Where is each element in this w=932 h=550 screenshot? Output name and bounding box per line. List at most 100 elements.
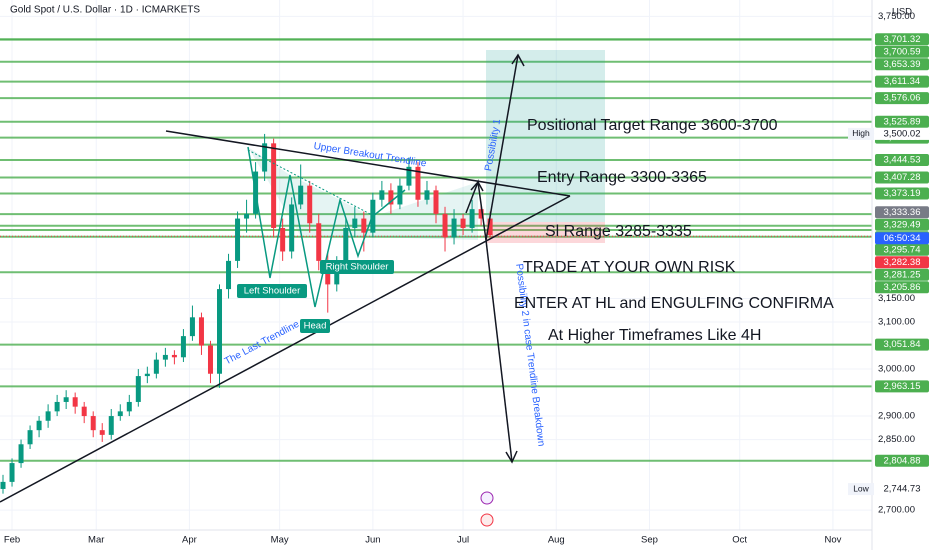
sl-text: Sl Range 3285-3335	[545, 223, 692, 240]
drawings	[0, 53, 571, 503]
risk-text: TRADE AT YOUR OWN RISK	[523, 259, 736, 276]
price-tag-label: 3,205.86	[884, 282, 921, 293]
x-tick-label: Nov	[824, 535, 841, 546]
price-tag	[875, 218, 929, 231]
target-text: Positional Target Range 3600-3700	[527, 117, 778, 134]
hl-box	[848, 127, 874, 140]
x-tick-label: Oct	[732, 535, 747, 546]
candle-body	[108, 416, 114, 435]
candle-body	[469, 209, 475, 228]
price-tag	[875, 454, 929, 467]
enter-text: ENTER AT HL and ENGULFING CONFIRMA	[514, 295, 834, 312]
x-tick-label: Jun	[365, 535, 380, 546]
candle-body	[379, 190, 385, 200]
price-tag-label: 3,701.32	[884, 34, 921, 45]
price-tag	[875, 256, 929, 269]
countdown: 06:50:34	[884, 233, 921, 244]
candle-body	[198, 317, 204, 346]
target-zone	[486, 50, 605, 222]
candle-body	[180, 336, 186, 358]
candle-body	[388, 190, 394, 205]
candle-body	[207, 345, 213, 374]
hl-name: High	[852, 128, 870, 138]
head: Head	[304, 321, 327, 332]
price-tag	[875, 92, 929, 105]
arrow-head	[505, 450, 518, 464]
candle-body	[217, 289, 223, 374]
candle-body	[298, 185, 304, 205]
x-tick-label: May	[271, 535, 289, 546]
candle-body	[153, 359, 159, 374]
candle-body	[415, 166, 421, 200]
arrow-head	[511, 53, 525, 67]
label-box	[300, 319, 330, 333]
price-tag	[875, 171, 929, 184]
candle-body	[244, 213, 250, 219]
pattern-fill	[248, 147, 478, 240]
candle-body	[27, 430, 33, 445]
candle-body	[117, 411, 123, 417]
candle-body	[343, 227, 349, 266]
price-tag-label: 2,963.15	[884, 381, 921, 392]
y-tick-label: 2,700.00	[878, 505, 915, 516]
countdown-tag	[875, 232, 929, 245]
candle-body	[289, 204, 295, 252]
price-tag	[875, 268, 929, 281]
neckline	[247, 149, 373, 216]
candle-body	[54, 401, 60, 412]
price-tag-label: 3,700.59	[884, 46, 921, 57]
candle-body	[226, 260, 232, 290]
arrow	[485, 239, 513, 463]
candle-body	[63, 397, 69, 402]
hl-tag	[875, 483, 929, 496]
timeframe-text: At Higher Timeframes Like 4H	[548, 327, 761, 344]
price-tag	[875, 33, 929, 46]
price-tag	[875, 115, 929, 128]
trendline	[0, 195, 571, 503]
candle-body	[433, 190, 439, 214]
event-icon	[480, 513, 494, 527]
price-tag	[875, 338, 929, 351]
price-tag-label: 3,329.49	[884, 219, 921, 230]
arrow	[485, 54, 519, 241]
event-icon	[480, 491, 494, 505]
price-tag-label: 2,804.88	[884, 455, 921, 466]
candle-body	[90, 416, 96, 431]
price-tag	[875, 154, 929, 167]
stop-zone	[486, 222, 605, 243]
currency: USD	[892, 7, 912, 18]
candle-body	[9, 463, 15, 482]
price-tag	[875, 187, 929, 200]
left-shoulder: Left Shoulder	[244, 286, 301, 297]
x-tick-label: Aug	[548, 535, 565, 546]
x-tick-label: Jul	[457, 535, 469, 546]
price-tag	[875, 58, 929, 71]
price-tag	[875, 281, 929, 294]
candle-body	[262, 143, 268, 172]
hl-tag	[875, 127, 929, 140]
candle-body	[352, 218, 358, 228]
price-tag-label: 3,295.74	[884, 244, 921, 255]
price-tag-label: 3,333.36	[884, 207, 921, 218]
label-box	[237, 284, 307, 298]
candle-body	[126, 401, 132, 412]
price-tag-label: 3,525.89	[884, 116, 921, 127]
entry-text: Entry Range 3300-3365	[537, 169, 707, 186]
candle-body	[135, 376, 141, 402]
price-tag-label: 3,653.39	[884, 59, 921, 70]
right-shoulder: Right Shoulder	[326, 262, 389, 273]
price-tag-label: 3,281.25	[884, 269, 921, 280]
candle-body	[72, 397, 78, 407]
y-tick-label: 3,100.00	[878, 317, 915, 328]
candle-body	[460, 218, 466, 228]
hl-box	[848, 483, 874, 496]
x-tick-label: Feb	[4, 535, 20, 546]
price-tag-label: 3,576.06	[884, 93, 921, 104]
x-tick-label: Apr	[182, 535, 197, 546]
price-tag-label: 3,373.19	[884, 188, 921, 199]
chart-title: Gold Spot / U.S. Dollar · 1D · ICMARKETS	[10, 5, 200, 16]
y-tick-label: 2,900.00	[878, 411, 915, 422]
candle-body	[316, 223, 322, 261]
